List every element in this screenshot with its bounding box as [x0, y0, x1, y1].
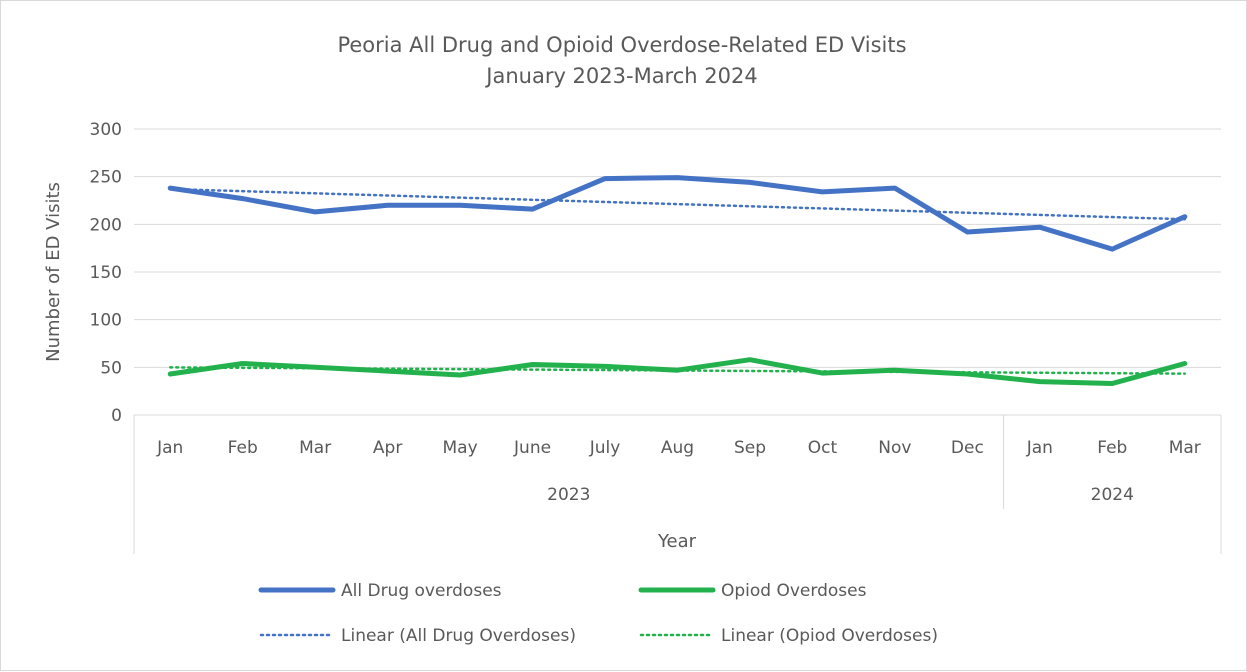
x-tick-label: Feb: [1097, 438, 1127, 458]
x-tick-label: Jan: [156, 438, 183, 458]
y-tick-label: 250: [90, 168, 122, 188]
y-axis-title: Number of ED Visits: [43, 182, 64, 362]
y-tick-label: 100: [90, 311, 122, 331]
series-line: [167, 357, 1188, 386]
trendlines: [168, 187, 1187, 375]
chart-subtitle: January 2023-March 2024: [484, 64, 757, 88]
trendline: [168, 187, 1187, 221]
series-line: [167, 175, 1188, 252]
x-tick-label: Jan: [1026, 438, 1053, 458]
y-tick-label: 300: [90, 120, 122, 140]
y-axis-ticks: 0 50 100 150 200 250 300: [90, 120, 122, 426]
x-tick-label: Nov: [878, 438, 911, 458]
series-lines: [167, 175, 1188, 386]
gridlines: [134, 128, 1221, 368]
x-tick-label: Aug: [661, 438, 694, 458]
x-tick-label: Apr: [373, 438, 402, 458]
x-tick-label: May: [443, 438, 478, 458]
legend-label: All Drug overdoses: [341, 581, 502, 601]
legend: All Drug overdoses Opiod Overdoses Linear …: [258, 581, 938, 646]
y-tick-label: 150: [90, 263, 122, 283]
y-tick-label: 0: [111, 406, 122, 426]
legend-label: Linear (All Drug Overdoses): [341, 626, 576, 646]
x-axis: Jan Feb Mar Apr May June July Aug Sep Oct Nov Dec Ja…: [133, 414, 1222, 554]
y-tick-label: 200: [90, 215, 122, 235]
x-tick-label: Sep: [734, 438, 766, 458]
y-tick-label: 50: [100, 358, 122, 378]
x-tick-label: Mar: [1169, 438, 1201, 458]
x-tick-label: Feb: [228, 438, 258, 458]
legend-label: Linear (Opiod Overdoses): [721, 626, 938, 646]
x-tick-label: Mar: [299, 438, 331, 458]
x-group-label: 2023: [547, 485, 590, 505]
x-axis-title: Year: [657, 531, 697, 552]
x-tick-label: July: [589, 438, 621, 458]
x-tick-label: Oct: [808, 438, 838, 458]
chart-title: Peoria All Drug and Opioid Overdose-Rela…: [337, 33, 906, 57]
x-group-label: 2024: [1091, 485, 1134, 505]
legend-label: Opiod Overdoses: [721, 581, 867, 601]
x-tick-label: June: [513, 438, 551, 458]
x-tick-label: Dec: [951, 438, 984, 458]
